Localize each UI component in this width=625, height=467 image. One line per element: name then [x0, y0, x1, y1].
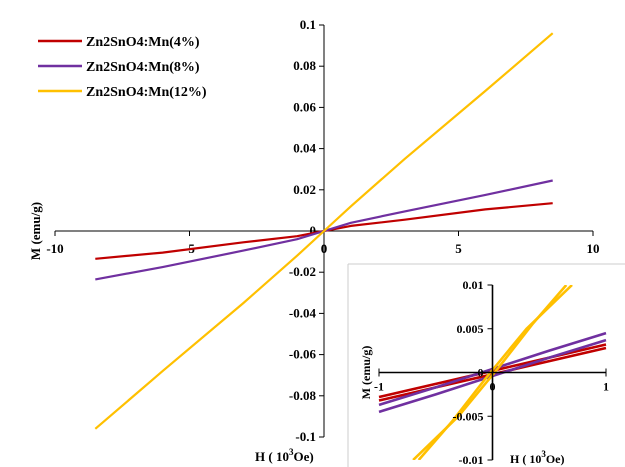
inset-series-line [417, 285, 573, 460]
inset-y-tick-label: 0 [478, 366, 484, 380]
inset-y-tick-label: 0.01 [463, 278, 484, 292]
y-tick-label: -0.08 [289, 388, 317, 403]
inset-x-axis-label: H ( 103Oe) [510, 449, 565, 466]
x-axis-label-tail: Oe) [293, 449, 313, 464]
y-tick-label: 0.04 [293, 141, 316, 156]
legend-label: Zn2SnO4:Mn(12%) [86, 85, 207, 100]
y-tick-label: 0.02 [293, 182, 316, 197]
inset-x-axis-label-tail: Oe) [546, 452, 565, 466]
inset-x-axis-label-sup: 3 [541, 449, 546, 459]
y-tick-label: 0.06 [293, 99, 316, 114]
x-tick-label: 10 [587, 241, 600, 256]
legend: Zn2SnO4:Mn(4%) Zn2SnO4:Mn(8%) Zn2SnO4:Mn(1… [38, 35, 207, 100]
inset-x-tick-label: 1 [603, 380, 609, 394]
y-axis-label: M (emu/g) [28, 202, 43, 260]
y-tick-label: 0.08 [293, 58, 316, 73]
inset-y-axis-label: M (emu/g) [359, 346, 373, 400]
y-tick-label: -0.02 [289, 264, 316, 279]
legend-label: Zn2SnO4:Mn(4%) [86, 35, 200, 50]
inset-x-tick-label: -1 [374, 380, 384, 394]
inset-y-tick-label: 0.005 [457, 322, 484, 336]
inset-background [348, 264, 625, 467]
y-tick-label: -0.06 [289, 347, 317, 362]
legend-label: Zn2SnO4:Mn(8%) [86, 60, 200, 75]
inset-x-axis-label-part: H ( 10 [510, 452, 541, 466]
main-plot: -10 -5 0 5 100.10.080.060.040.020-0.02-0.04-… [28, 17, 600, 464]
y-tick-label: -0.04 [289, 305, 317, 320]
inset-x-tick-label: 0 [490, 380, 496, 394]
y-tick-label: 0 [310, 223, 317, 238]
x-tick-label: 0 [321, 241, 328, 256]
x-axis-label-part: H ( 10 [255, 449, 289, 464]
y-tick-label: 0.1 [300, 17, 316, 32]
x-tick-label: 5 [455, 241, 462, 256]
inset-plot: -1 0 1 0.01 0.005 0 -0.005 -0.01 M (emu/g) H ( 10… [347, 263, 625, 467]
x-tick-label: -10 [46, 241, 63, 256]
inset-y-tick-label: -0.01 [459, 453, 484, 467]
series-line [94, 32, 554, 430]
inset-y-tick-label: -0.005 [453, 409, 484, 423]
x-axis-label: H ( 103Oe) [255, 447, 314, 464]
y-tick-label: -0.1 [295, 429, 316, 444]
x-axis-label-sup: 3 [289, 447, 294, 457]
